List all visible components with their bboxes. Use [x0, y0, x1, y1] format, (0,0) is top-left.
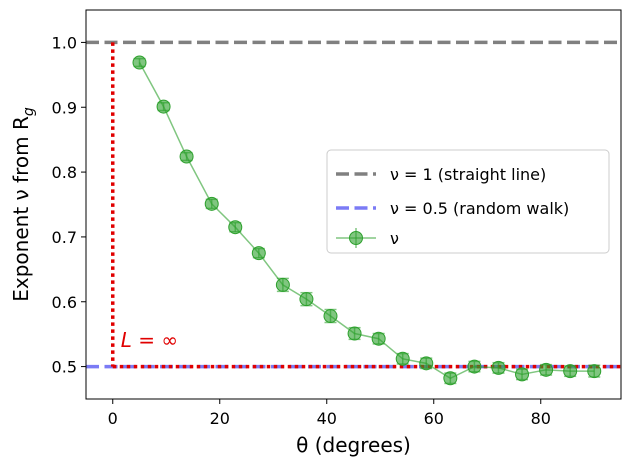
data-series	[132, 55, 602, 386]
data-point-15	[467, 359, 482, 374]
marker	[299, 292, 314, 307]
marker	[347, 326, 362, 341]
marker	[419, 356, 434, 371]
marker	[179, 149, 194, 164]
data-point-18	[539, 362, 554, 377]
x-tick-label: 20	[210, 409, 230, 428]
data-point-8	[299, 291, 314, 307]
marker	[228, 220, 243, 235]
data-point-14	[443, 371, 458, 386]
marker	[132, 55, 147, 70]
marker	[323, 309, 338, 324]
y-axis-label-subscript: g	[21, 107, 37, 116]
y-axis-ticks: 0.5 0.6 0.7 0.8 0.9 1.0	[52, 33, 86, 377]
y-tick-label: 0.6	[52, 293, 77, 312]
y-axis-label: Exponent ν from Rg	[9, 107, 37, 302]
legend-swatch-3-marker	[349, 231, 363, 245]
plot-frame	[85, 9, 622, 400]
y-tick-label: 0.7	[52, 228, 77, 247]
legend-box	[326, 149, 610, 254]
y-axis-label-group: Exponent ν from Rg	[9, 107, 37, 302]
marker	[275, 277, 290, 292]
x-tick-label: 0	[108, 409, 118, 428]
data-point-5	[228, 220, 243, 235]
marker	[467, 359, 482, 374]
marker	[156, 99, 171, 114]
marker	[395, 351, 410, 366]
data-point-3	[179, 149, 194, 164]
y-axis-label-main: Exponent ν from R	[9, 116, 33, 302]
data-point-13	[419, 356, 434, 371]
legend: ν = 1 (straight line) ν = 0.5 (random wal…	[326, 149, 610, 254]
y-tick-label: 1.0	[52, 33, 77, 52]
marker	[587, 364, 602, 379]
infinite-limit-label: L = ∞	[121, 328, 178, 352]
data-point-11	[371, 331, 386, 346]
data-point-2	[156, 99, 171, 114]
data-point-1	[132, 55, 147, 70]
data-point-6	[251, 246, 266, 261]
infinite-limit-lines	[111, 42, 621, 369]
data-point-9	[323, 308, 338, 324]
x-axis-label: θ (degrees)	[296, 433, 411, 457]
data-point-20	[587, 364, 602, 379]
marker	[491, 360, 506, 375]
y-tick-label: 0.8	[52, 163, 77, 182]
data-point-17	[515, 367, 530, 382]
data-point-16	[491, 360, 506, 375]
legend-label-2: ν = 0.5 (random walk)	[390, 199, 569, 218]
y-tick-label: 0.9	[52, 98, 77, 117]
marker	[515, 367, 530, 382]
y-tick-label: 0.5	[52, 358, 77, 377]
marker	[563, 364, 578, 379]
marker	[539, 362, 554, 377]
marker	[251, 246, 266, 261]
marker	[443, 371, 458, 386]
data-point-12	[395, 351, 410, 366]
data-point-7	[275, 277, 290, 293]
marker	[204, 196, 219, 211]
legend-label-3: ν	[390, 229, 399, 248]
x-axis-ticks: 0 20 40 60 80	[108, 399, 551, 428]
data-point-10	[347, 326, 362, 341]
data-point-19	[563, 364, 578, 379]
x-tick-label: 40	[317, 409, 337, 428]
legend-label-1: ν = 1 (straight line)	[390, 165, 546, 184]
data-point-4	[204, 196, 219, 211]
x-tick-label: 80	[531, 409, 551, 428]
x-tick-label: 60	[424, 409, 444, 428]
marker	[371, 331, 386, 346]
